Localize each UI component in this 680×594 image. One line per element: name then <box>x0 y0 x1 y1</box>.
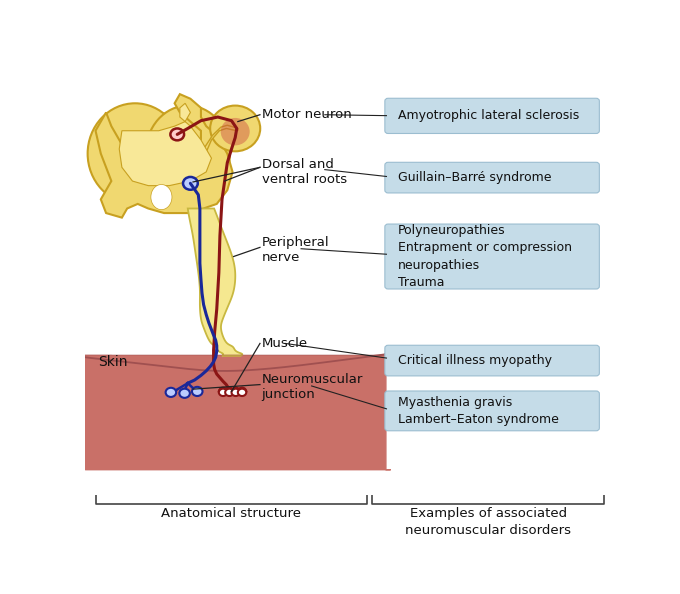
Text: Neuromuscular
junction: Neuromuscular junction <box>262 373 363 401</box>
Text: Guillain–Barré syndrome: Guillain–Barré syndrome <box>398 171 551 184</box>
Text: Amyotrophic lateral sclerosis: Amyotrophic lateral sclerosis <box>398 109 579 122</box>
Circle shape <box>171 128 184 140</box>
Polygon shape <box>85 355 380 469</box>
Polygon shape <box>95 94 233 217</box>
Text: Motor neuron: Motor neuron <box>262 108 352 121</box>
Text: Critical illness myopathy: Critical illness myopathy <box>398 354 551 367</box>
Polygon shape <box>119 103 211 185</box>
Polygon shape <box>203 125 238 158</box>
Bar <box>85 355 386 469</box>
Bar <box>133 112 201 195</box>
Circle shape <box>192 387 203 396</box>
FancyBboxPatch shape <box>385 345 599 376</box>
Text: Dorsal and
ventral roots: Dorsal and ventral roots <box>262 158 347 186</box>
Text: Peripheral
nerve: Peripheral nerve <box>262 236 329 264</box>
Bar <box>85 373 386 469</box>
Polygon shape <box>188 208 242 356</box>
Circle shape <box>183 177 198 189</box>
Text: Anatomical structure: Anatomical structure <box>161 507 301 520</box>
Circle shape <box>238 388 246 396</box>
Ellipse shape <box>221 118 250 146</box>
Circle shape <box>231 388 240 396</box>
Text: Myasthenia gravis
Lambert–Eaton syndrome: Myasthenia gravis Lambert–Eaton syndrome <box>398 396 558 426</box>
FancyBboxPatch shape <box>385 162 599 193</box>
FancyBboxPatch shape <box>385 224 599 289</box>
Circle shape <box>219 388 227 396</box>
Ellipse shape <box>210 106 260 151</box>
FancyBboxPatch shape <box>385 391 599 431</box>
FancyBboxPatch shape <box>385 98 599 134</box>
Text: Polyneuropathies
Entrapment or compression
neuropathies
Trauma: Polyneuropathies Entrapment or compressi… <box>398 224 571 289</box>
Text: Skin: Skin <box>98 355 128 369</box>
Text: Muscle: Muscle <box>262 337 307 350</box>
Circle shape <box>166 388 176 397</box>
Circle shape <box>180 388 190 398</box>
Text: Examples of associated
neuromuscular disorders: Examples of associated neuromuscular dis… <box>405 507 571 537</box>
Ellipse shape <box>151 185 172 210</box>
Ellipse shape <box>146 106 230 201</box>
Circle shape <box>225 388 234 396</box>
Ellipse shape <box>88 103 182 204</box>
